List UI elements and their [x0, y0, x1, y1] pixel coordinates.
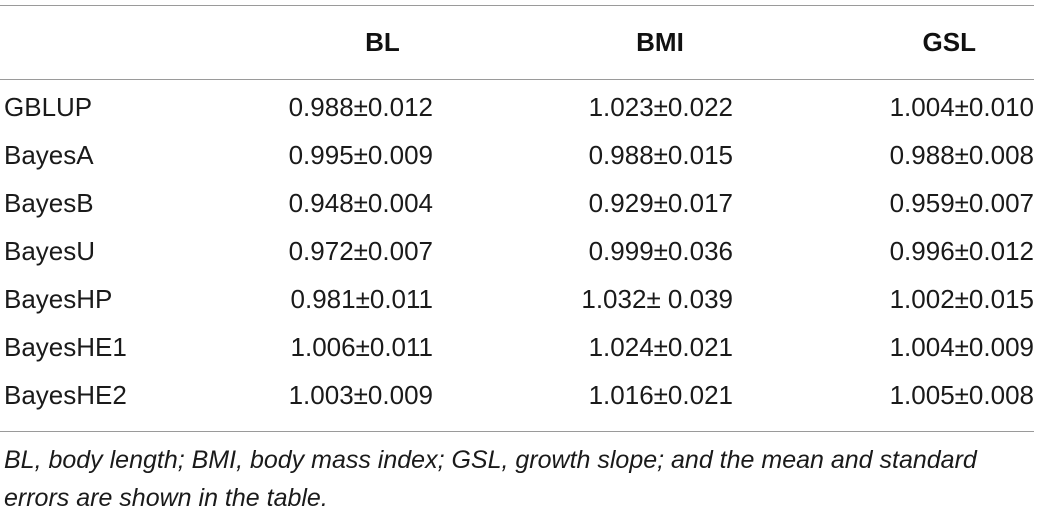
bmi-value: 1.024±0.021	[588, 331, 733, 362]
bmi-value: 1.032± 0.039	[581, 283, 733, 314]
header-rule	[0, 79, 1034, 80]
bmi-value: 1.016±0.021	[588, 379, 733, 410]
bmi-value: 0.999±0.036	[588, 235, 733, 266]
gsl-value: 1.004±0.009	[889, 331, 1034, 362]
gsl-value: 1.004±0.010	[889, 91, 1034, 122]
gsl-value: 1.002±0.015	[889, 283, 1034, 314]
header-row: BL BMI GSL	[0, 6, 1034, 79]
model-name: BayesHP	[4, 283, 113, 314]
bl-value: 0.995±0.009	[288, 139, 433, 170]
bl-value: 0.988±0.012	[288, 91, 433, 122]
header-gsl: GSL	[922, 27, 976, 57]
table-row: BayesHP 0.981±0.011 1.032± 0.039 1.002±0…	[0, 275, 1034, 323]
model-name: BayesHE2	[4, 379, 127, 410]
model-name: BayesU	[4, 235, 96, 266]
results-table: BL BMI GSL GBLUP 0.988±0.012 1.023±0.022…	[0, 6, 1034, 419]
bl-value: 0.948±0.004	[288, 187, 433, 218]
table-row: BayesHE2 1.003±0.009 1.016±0.021 1.005±0…	[0, 371, 1034, 419]
bl-value: 1.006±0.011	[290, 331, 433, 362]
table-footnote: BL, body length; BMI, body mass index; G…	[4, 446, 977, 512]
gsl-value: 0.988±0.008	[889, 139, 1034, 170]
top-rule	[0, 5, 1034, 6]
header-model	[0, 6, 210, 79]
gsl-value: 0.996±0.012	[889, 235, 1034, 266]
table-row: BayesU 0.972±0.007 0.999±0.036 0.996±0.0…	[0, 227, 1034, 275]
table-row: GBLUP 0.988±0.012 1.023±0.022 1.004±0.01…	[0, 79, 1034, 131]
header-bl: BL	[365, 27, 400, 57]
gsl-value: 0.959±0.007	[889, 187, 1034, 218]
bl-value: 0.972±0.007	[288, 235, 433, 266]
gsl-value: 1.005±0.008	[889, 379, 1034, 410]
bmi-value: 0.988±0.015	[588, 139, 733, 170]
table-row: BayesHE1 1.006±0.011 1.024±0.021 1.004±0…	[0, 323, 1034, 371]
model-name: BayesB	[4, 187, 94, 218]
model-name: BayesHE1	[4, 331, 127, 362]
bl-value: 1.003±0.009	[288, 379, 433, 410]
model-name: BayesA	[4, 139, 94, 170]
table-row: BayesA 0.995±0.009 0.988±0.015 0.988±0.0…	[0, 131, 1034, 179]
header-bmi: BMI	[636, 27, 684, 57]
bl-value: 0.981±0.011	[290, 283, 433, 314]
bottom-rule	[0, 431, 1034, 432]
table-row: BayesB 0.948±0.004 0.929±0.017 0.959±0.0…	[0, 179, 1034, 227]
bmi-value: 0.929±0.017	[588, 187, 733, 218]
bmi-value: 1.023±0.022	[588, 91, 733, 122]
model-name: GBLUP	[4, 91, 93, 122]
